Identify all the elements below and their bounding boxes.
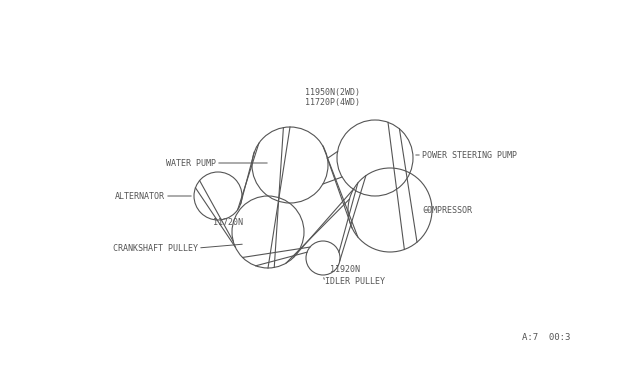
Text: A:7  00:3: A:7 00:3 (522, 333, 570, 342)
Text: 11720N: 11720N (213, 218, 243, 227)
Text: POWER STEERING PUMP: POWER STEERING PUMP (422, 151, 517, 160)
Text: WATER PUMP: WATER PUMP (166, 158, 216, 167)
Text: 11920N: 11920N (330, 266, 360, 275)
Text: COMPRESSOR: COMPRESSOR (422, 205, 472, 215)
Text: IDLER PULLEY: IDLER PULLEY (325, 278, 385, 286)
Text: ALTERNATOR: ALTERNATOR (115, 192, 165, 201)
Text: CRANKSHAFT PULLEY: CRANKSHAFT PULLEY (113, 244, 198, 253)
Text: 11720P(4WD): 11720P(4WD) (305, 97, 360, 106)
Text: 11950N(2WD): 11950N(2WD) (305, 87, 360, 96)
